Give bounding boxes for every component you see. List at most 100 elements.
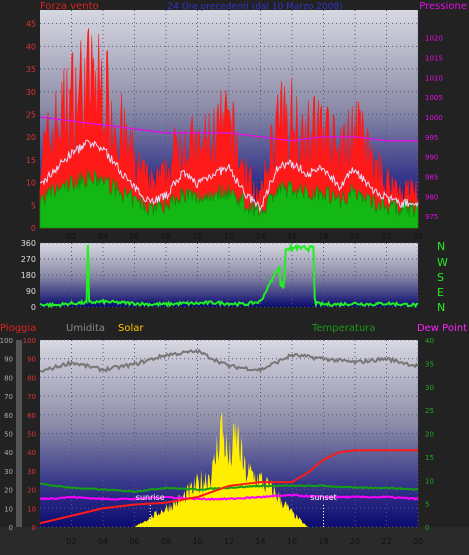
temp-tick-label: 20: [425, 431, 434, 439]
y-right-tick-label: 1015: [425, 55, 443, 63]
x-tick-label: 16: [287, 537, 297, 546]
wind-force-label: Forza vento: [40, 1, 99, 12]
humidity-tick-label: 80: [4, 374, 13, 382]
rain-tick-label: 90: [27, 356, 36, 364]
dew-point-label: Dew Point: [417, 323, 467, 334]
humidity-tick-label: 20: [4, 487, 13, 495]
humidity-tick-label: 90: [4, 356, 13, 364]
y-right-tick-label: 995: [425, 134, 438, 142]
y-right-tick-label: 980: [425, 193, 438, 201]
x-tick-label: 18: [318, 537, 328, 546]
pressure-label: Pressione: [419, 1, 467, 12]
chart-marks: 02 04 06 08 10 12 14 16 18 20 22 000510152025303540…: [0, 10, 443, 546]
x-tick-label: 00: [413, 232, 423, 241]
x-tick-label: 18: [318, 232, 328, 241]
rain-tick-label: 20: [27, 487, 36, 495]
x-tick-label: 22: [381, 232, 391, 241]
compass-labels: N W S E N: [437, 240, 448, 314]
x-tick-label: 22: [381, 537, 391, 546]
sunset-label: sunset: [310, 493, 337, 502]
y-left-tick-label: 0: [31, 224, 36, 233]
x-tick-label: 08: [161, 537, 171, 546]
solar-label: Solar: [118, 323, 144, 334]
temp-tick-label: 15: [425, 454, 434, 462]
direction-tick-label: 360: [21, 239, 36, 248]
y-left-tick-label: 15: [26, 156, 36, 165]
temperature-label: Temperatura: [311, 323, 376, 334]
compass-e: E: [437, 286, 444, 299]
y-right-tick-label: 1005: [425, 94, 443, 102]
y-right-tick-label: 990: [425, 154, 438, 162]
compass-n-top: N: [437, 240, 445, 253]
x-tick-label: 02: [66, 537, 76, 546]
temp-tick-label: 10: [425, 477, 434, 485]
y-left-tick-label: 20: [26, 133, 36, 142]
y-right-tick-label: 1020: [425, 35, 443, 43]
sunrise-label: sunrise: [136, 493, 165, 502]
y-left-tick-label: 5: [31, 201, 36, 210]
humidity-series: [39, 348, 419, 373]
rain-label: Pioggia: [0, 323, 36, 334]
y-right-tick-label: 975: [425, 213, 438, 221]
compass-s: S: [437, 271, 444, 284]
wind-gust-series: [39, 28, 419, 229]
x-tick-label: 12: [224, 232, 234, 241]
rain-tick-label: 60: [27, 412, 36, 420]
rain-tick-label: 30: [27, 468, 36, 476]
humidity-tick-label: 0: [9, 524, 13, 532]
x-tick-label: 10: [192, 232, 202, 241]
humidity-label: Umidita: [66, 323, 105, 334]
rain-tick-label: 70: [27, 393, 36, 401]
x-tick-label: 06: [129, 537, 139, 546]
humidity-tick-label: 50: [4, 431, 13, 439]
rain-tick-label: 50: [27, 431, 36, 439]
humidity-tick-label: 70: [4, 393, 13, 401]
x-tick-label: 12: [224, 537, 234, 546]
y-left-tick-label: 10: [26, 179, 36, 188]
x-tick-label: 20: [350, 537, 360, 546]
rain-series: [39, 449, 418, 525]
x-tick-label: 14: [255, 537, 265, 546]
compass-n-bottom: N: [437, 301, 445, 314]
temp-tick-label: 0: [425, 524, 429, 532]
direction-tick-label: 180: [21, 271, 36, 280]
y-left-tick-label: 30: [26, 88, 36, 97]
wind-direction-series: [39, 242, 419, 309]
humidity-tick-label: 100: [0, 337, 13, 345]
humidity-tick-label: 60: [4, 412, 13, 420]
dew-point-series: [39, 493, 419, 501]
y-left-tick-label: 45: [26, 20, 36, 29]
x-tick-label: 04: [98, 232, 108, 241]
x-tick-label: 02: [66, 232, 76, 241]
y-left-tick-label: 40: [26, 42, 36, 51]
humidity-scale-bar: [16, 340, 22, 527]
x-tick-label: 16: [287, 232, 297, 241]
temp-tick-label: 40: [425, 337, 434, 345]
temp-tick-label: 30: [425, 384, 434, 392]
temp-tick-label: 5: [425, 501, 429, 509]
wind-min-series: [39, 169, 419, 229]
humidity-tick-label: 40: [4, 449, 13, 457]
wind-mean-series: [39, 139, 419, 213]
solar-series: [134, 411, 308, 527]
x-tick-label: 06: [129, 232, 139, 241]
humidity-tick-label: 30: [4, 468, 13, 476]
compass-w: W: [437, 256, 448, 269]
rain-tick-label: 0: [32, 524, 36, 532]
x-tick-label: 14: [255, 232, 265, 241]
pressure-series: [39, 116, 418, 142]
y-right-tick-label: 985: [425, 173, 438, 181]
rain-tick-label: 80: [27, 374, 36, 382]
direction-tick-label: 0: [31, 303, 36, 312]
direction-tick-label: 270: [21, 255, 36, 264]
x-tick-label: 08: [161, 232, 171, 241]
y-left-tick-label: 35: [26, 65, 36, 74]
y-right-tick-label: 1010: [425, 74, 443, 82]
rain-tick-label: 40: [27, 449, 36, 457]
humidity-tick-label: 10: [4, 505, 13, 513]
rain-tick-label: 100: [23, 337, 36, 345]
y-right-tick-label: 1000: [425, 114, 443, 122]
x-tick-label: 04: [98, 537, 108, 546]
